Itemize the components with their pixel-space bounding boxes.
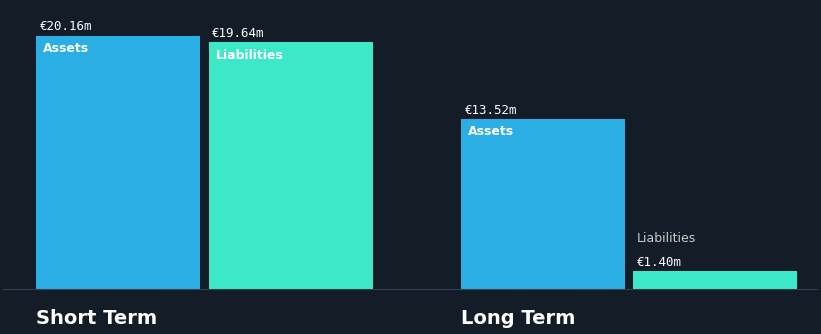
Text: Short Term: Short Term bbox=[36, 309, 158, 328]
FancyBboxPatch shape bbox=[36, 36, 200, 289]
FancyBboxPatch shape bbox=[461, 119, 625, 289]
Text: Liabilities: Liabilities bbox=[636, 232, 696, 245]
Text: €20.16m: €20.16m bbox=[39, 20, 92, 33]
Text: €19.64m: €19.64m bbox=[212, 27, 264, 40]
Text: Liabilities: Liabilities bbox=[215, 48, 283, 61]
FancyBboxPatch shape bbox=[209, 42, 373, 289]
Text: Assets: Assets bbox=[468, 126, 514, 139]
FancyBboxPatch shape bbox=[633, 272, 797, 289]
Text: Assets: Assets bbox=[44, 42, 89, 55]
Text: €13.52m: €13.52m bbox=[465, 104, 516, 117]
Text: €1.40m: €1.40m bbox=[636, 256, 681, 269]
Text: Long Term: Long Term bbox=[461, 309, 576, 328]
